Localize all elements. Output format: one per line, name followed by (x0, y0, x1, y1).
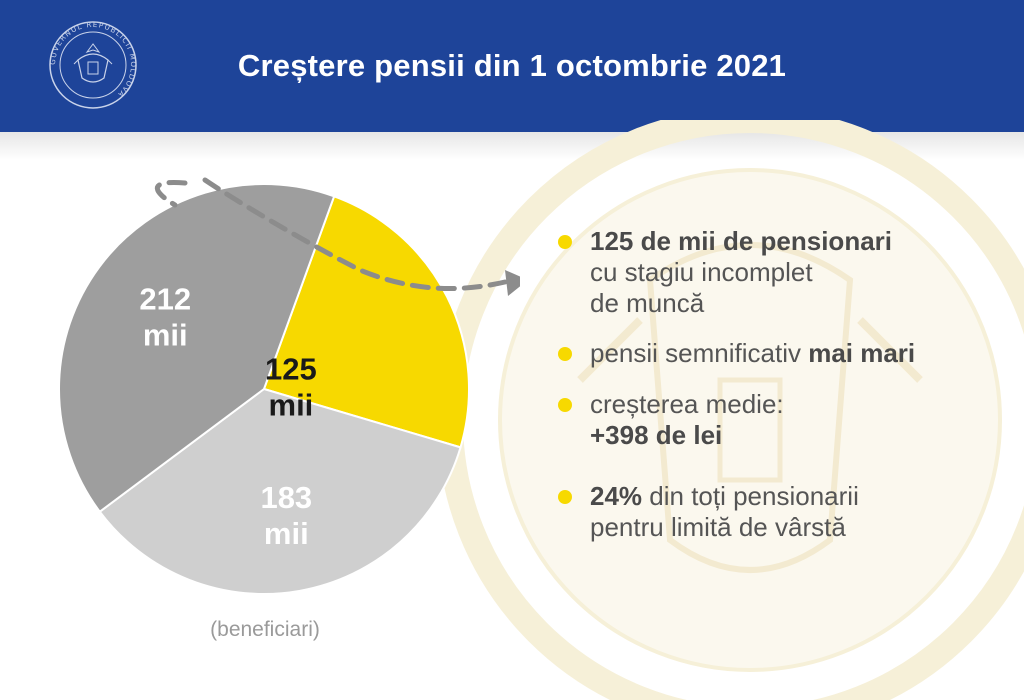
slice-unit-label: mii (264, 516, 309, 551)
bullet-text: din toți pensionarii (642, 481, 859, 511)
bullet-bold-text: 24% (590, 481, 643, 511)
curved-arrow (154, 179, 188, 208)
bullet-text: de muncă (590, 288, 705, 318)
government-seal-icon: GUVERNUL REPUBLICII MOLDOVA (48, 20, 137, 109)
bullet-dot-icon (558, 398, 572, 412)
arrow-head (505, 270, 520, 296)
bullet-text: cu stagiu incomplet (590, 257, 813, 287)
slice-unit-label: mii (143, 318, 188, 353)
slice-value-label: 183 (260, 480, 312, 515)
bullet-text: pentru limită de vârstă (590, 512, 846, 542)
curved-arrow-body (202, 177, 508, 292)
bullet-text: pensii semnificativ (590, 338, 809, 368)
slice-unit-label: mii (269, 387, 314, 422)
pie-slice (262, 195, 470, 449)
bullet-dot-icon (558, 235, 572, 249)
chart-unit-note: (beneficiari) (210, 618, 320, 641)
bullet-text: creșterea medie: (590, 389, 784, 419)
bullet-dot-icon (558, 347, 572, 361)
header-banner: GUVERNUL REPUBLICII MOLDOVA Creștere pen… (0, 0, 1024, 132)
bullet-bold-text: mai mari (808, 338, 916, 368)
bullet-bold-text: 125 de mii de pensionari (590, 226, 892, 256)
pie-slice (98, 387, 462, 595)
bullet-bold-text: +398 de lei (590, 420, 723, 450)
bullet-dot-icon (558, 490, 572, 504)
slice-value-label: 125 (265, 351, 317, 386)
page-title: Creștere pensii din 1 octombrie 2021 (237, 48, 787, 83)
slice-value-label: 212 (139, 282, 191, 317)
pie-slice (58, 183, 336, 514)
